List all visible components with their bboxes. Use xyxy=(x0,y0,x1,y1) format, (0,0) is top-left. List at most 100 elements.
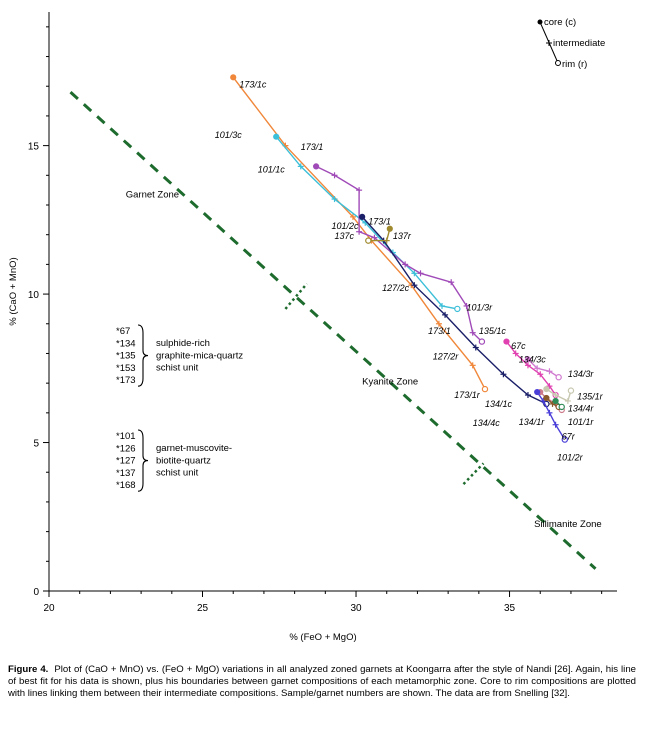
rim-point xyxy=(558,403,565,411)
point-label: 127/2c xyxy=(382,283,410,293)
core-point xyxy=(543,394,550,402)
point-label: 134/3c xyxy=(519,354,547,364)
point-label: 137r xyxy=(393,231,412,241)
point-label: 173/1c xyxy=(239,80,267,90)
x-tick-label: 20 xyxy=(43,603,55,614)
point-label: 173/1 xyxy=(428,326,451,336)
sample-group: *67*134 *135*153*173 sulphide-richgraphite… xyxy=(116,324,243,387)
x-axis-title: % (FeO + MgO) xyxy=(289,632,356,643)
point-label: 101/1r xyxy=(568,417,595,427)
series-line xyxy=(275,136,458,310)
sample-id: *67 xyxy=(116,326,130,337)
rim-point xyxy=(555,374,562,381)
y-axis-title: % (CaO + MnO) xyxy=(8,257,19,325)
point-label: 137c xyxy=(335,231,355,241)
series-line xyxy=(546,388,572,402)
core-point xyxy=(386,225,393,232)
core-point xyxy=(534,388,541,396)
zone-label: Kyanite Zone xyxy=(362,377,418,388)
point-label: 173/1 xyxy=(368,216,391,226)
point-label: 101/2r xyxy=(557,452,584,462)
legend-intermediate-label: intermediate xyxy=(553,38,605,49)
group-unit-label: graphite-mica-quartz xyxy=(156,350,243,361)
series-line xyxy=(232,76,486,390)
sample-id: *168 xyxy=(116,480,136,491)
sample-groups: *67*134 *135*153*173 sulphide-richgraphite… xyxy=(116,324,243,492)
x-tick-label: 30 xyxy=(350,603,362,614)
point-label: 173/1 xyxy=(301,142,324,152)
point-label: 135/1r xyxy=(577,392,604,402)
sample-id: *127 xyxy=(116,456,136,467)
point-label: 101/2c xyxy=(331,221,359,231)
y-tick-label: 0 xyxy=(33,587,39,598)
point-label: 67r xyxy=(562,432,576,442)
zone-labels: Garnet Zone Kyanite Zone Sillimanite Zone xyxy=(126,190,602,531)
point-label: 101/1c xyxy=(258,164,286,174)
series-layer xyxy=(230,74,575,443)
point-label: 135/1c xyxy=(479,326,507,336)
group-brace xyxy=(137,429,149,492)
series-101-2 xyxy=(534,388,569,443)
point-label: 67c xyxy=(511,341,526,351)
axes: 0 5 10 15 20 25 30 35 % (FeO + MgO) % (CaO + MnO) xyxy=(8,12,617,643)
y-tick-label: 5 xyxy=(33,439,39,450)
series-line xyxy=(361,216,547,405)
core-point xyxy=(543,385,550,393)
sample-group: *101*126 *127*137*168 garnet-muscovite-bio… xyxy=(116,429,232,492)
group-unit-label: schist unit xyxy=(156,468,199,479)
point-label: 134/1c xyxy=(485,399,513,409)
core-point xyxy=(230,74,237,81)
zone-boundary-line xyxy=(462,462,485,485)
rim-point xyxy=(454,305,461,313)
caption-label: Figure 4. xyxy=(8,664,49,675)
best-fit-dashed-line xyxy=(69,91,597,570)
point-label: 101/3c xyxy=(215,130,243,140)
y-tick-label: 10 xyxy=(28,290,40,301)
zone-label: Sillimanite Zone xyxy=(534,519,602,530)
group-unit-label: schist unit xyxy=(156,363,199,374)
series-134-3 xyxy=(524,356,562,381)
point-label: 134/3r xyxy=(568,369,595,379)
series-101-1 xyxy=(313,163,486,345)
group-brace xyxy=(137,324,149,387)
chart: 0 5 10 15 20 25 30 35 % (FeO + MgO) % (CaO + MnO)… xyxy=(8,12,617,643)
core-point xyxy=(503,338,510,345)
rim-point xyxy=(481,385,489,393)
core-point xyxy=(524,356,532,363)
sample-id: *135 xyxy=(116,351,136,362)
rim-point xyxy=(478,338,486,345)
legend-core-label: core (c) xyxy=(544,17,576,28)
figure-caption: Figure 4. Plot of (CaO + MnO) vs. (FeO +… xyxy=(8,664,636,701)
group-unit-label: biotite-quartz xyxy=(156,455,211,466)
core-point xyxy=(273,133,280,140)
series-line xyxy=(505,341,557,396)
series-101-1r xyxy=(552,397,565,411)
caption-text: Plot of (CaO + MnO) vs. (FeO + MgO) vari… xyxy=(8,664,636,700)
core-point xyxy=(359,213,366,220)
rim-point xyxy=(567,387,575,394)
sample-id: *101 xyxy=(116,431,136,442)
sample-id: *134 xyxy=(116,338,136,349)
series-line xyxy=(315,165,483,343)
legend-rim-marker xyxy=(555,60,561,66)
point-label: 134/1r xyxy=(519,417,546,427)
group-unit-label: garnet-muscovite- xyxy=(156,443,232,454)
point-label: 173/1r xyxy=(454,390,481,400)
y-tick-label: 15 xyxy=(28,142,40,153)
legend-rim-label: rim (r) xyxy=(562,59,587,70)
core-point xyxy=(552,397,559,405)
legend-core-marker xyxy=(537,19,543,25)
series-135-1 xyxy=(543,385,575,404)
group-unit-label: sulphide-rich xyxy=(156,338,210,349)
sample-id: *126 xyxy=(116,443,136,454)
series-line xyxy=(527,358,560,378)
point-label: 101/3r xyxy=(467,302,494,312)
best-fit-line xyxy=(69,91,597,570)
point-label: 127/2r xyxy=(433,351,460,361)
x-tick-label: 35 xyxy=(504,603,516,614)
sample-id: *153 xyxy=(116,363,136,374)
zone-boundary-line xyxy=(284,282,308,310)
point-label: 134/4r xyxy=(568,403,595,413)
x-tick-label: 25 xyxy=(197,603,209,614)
